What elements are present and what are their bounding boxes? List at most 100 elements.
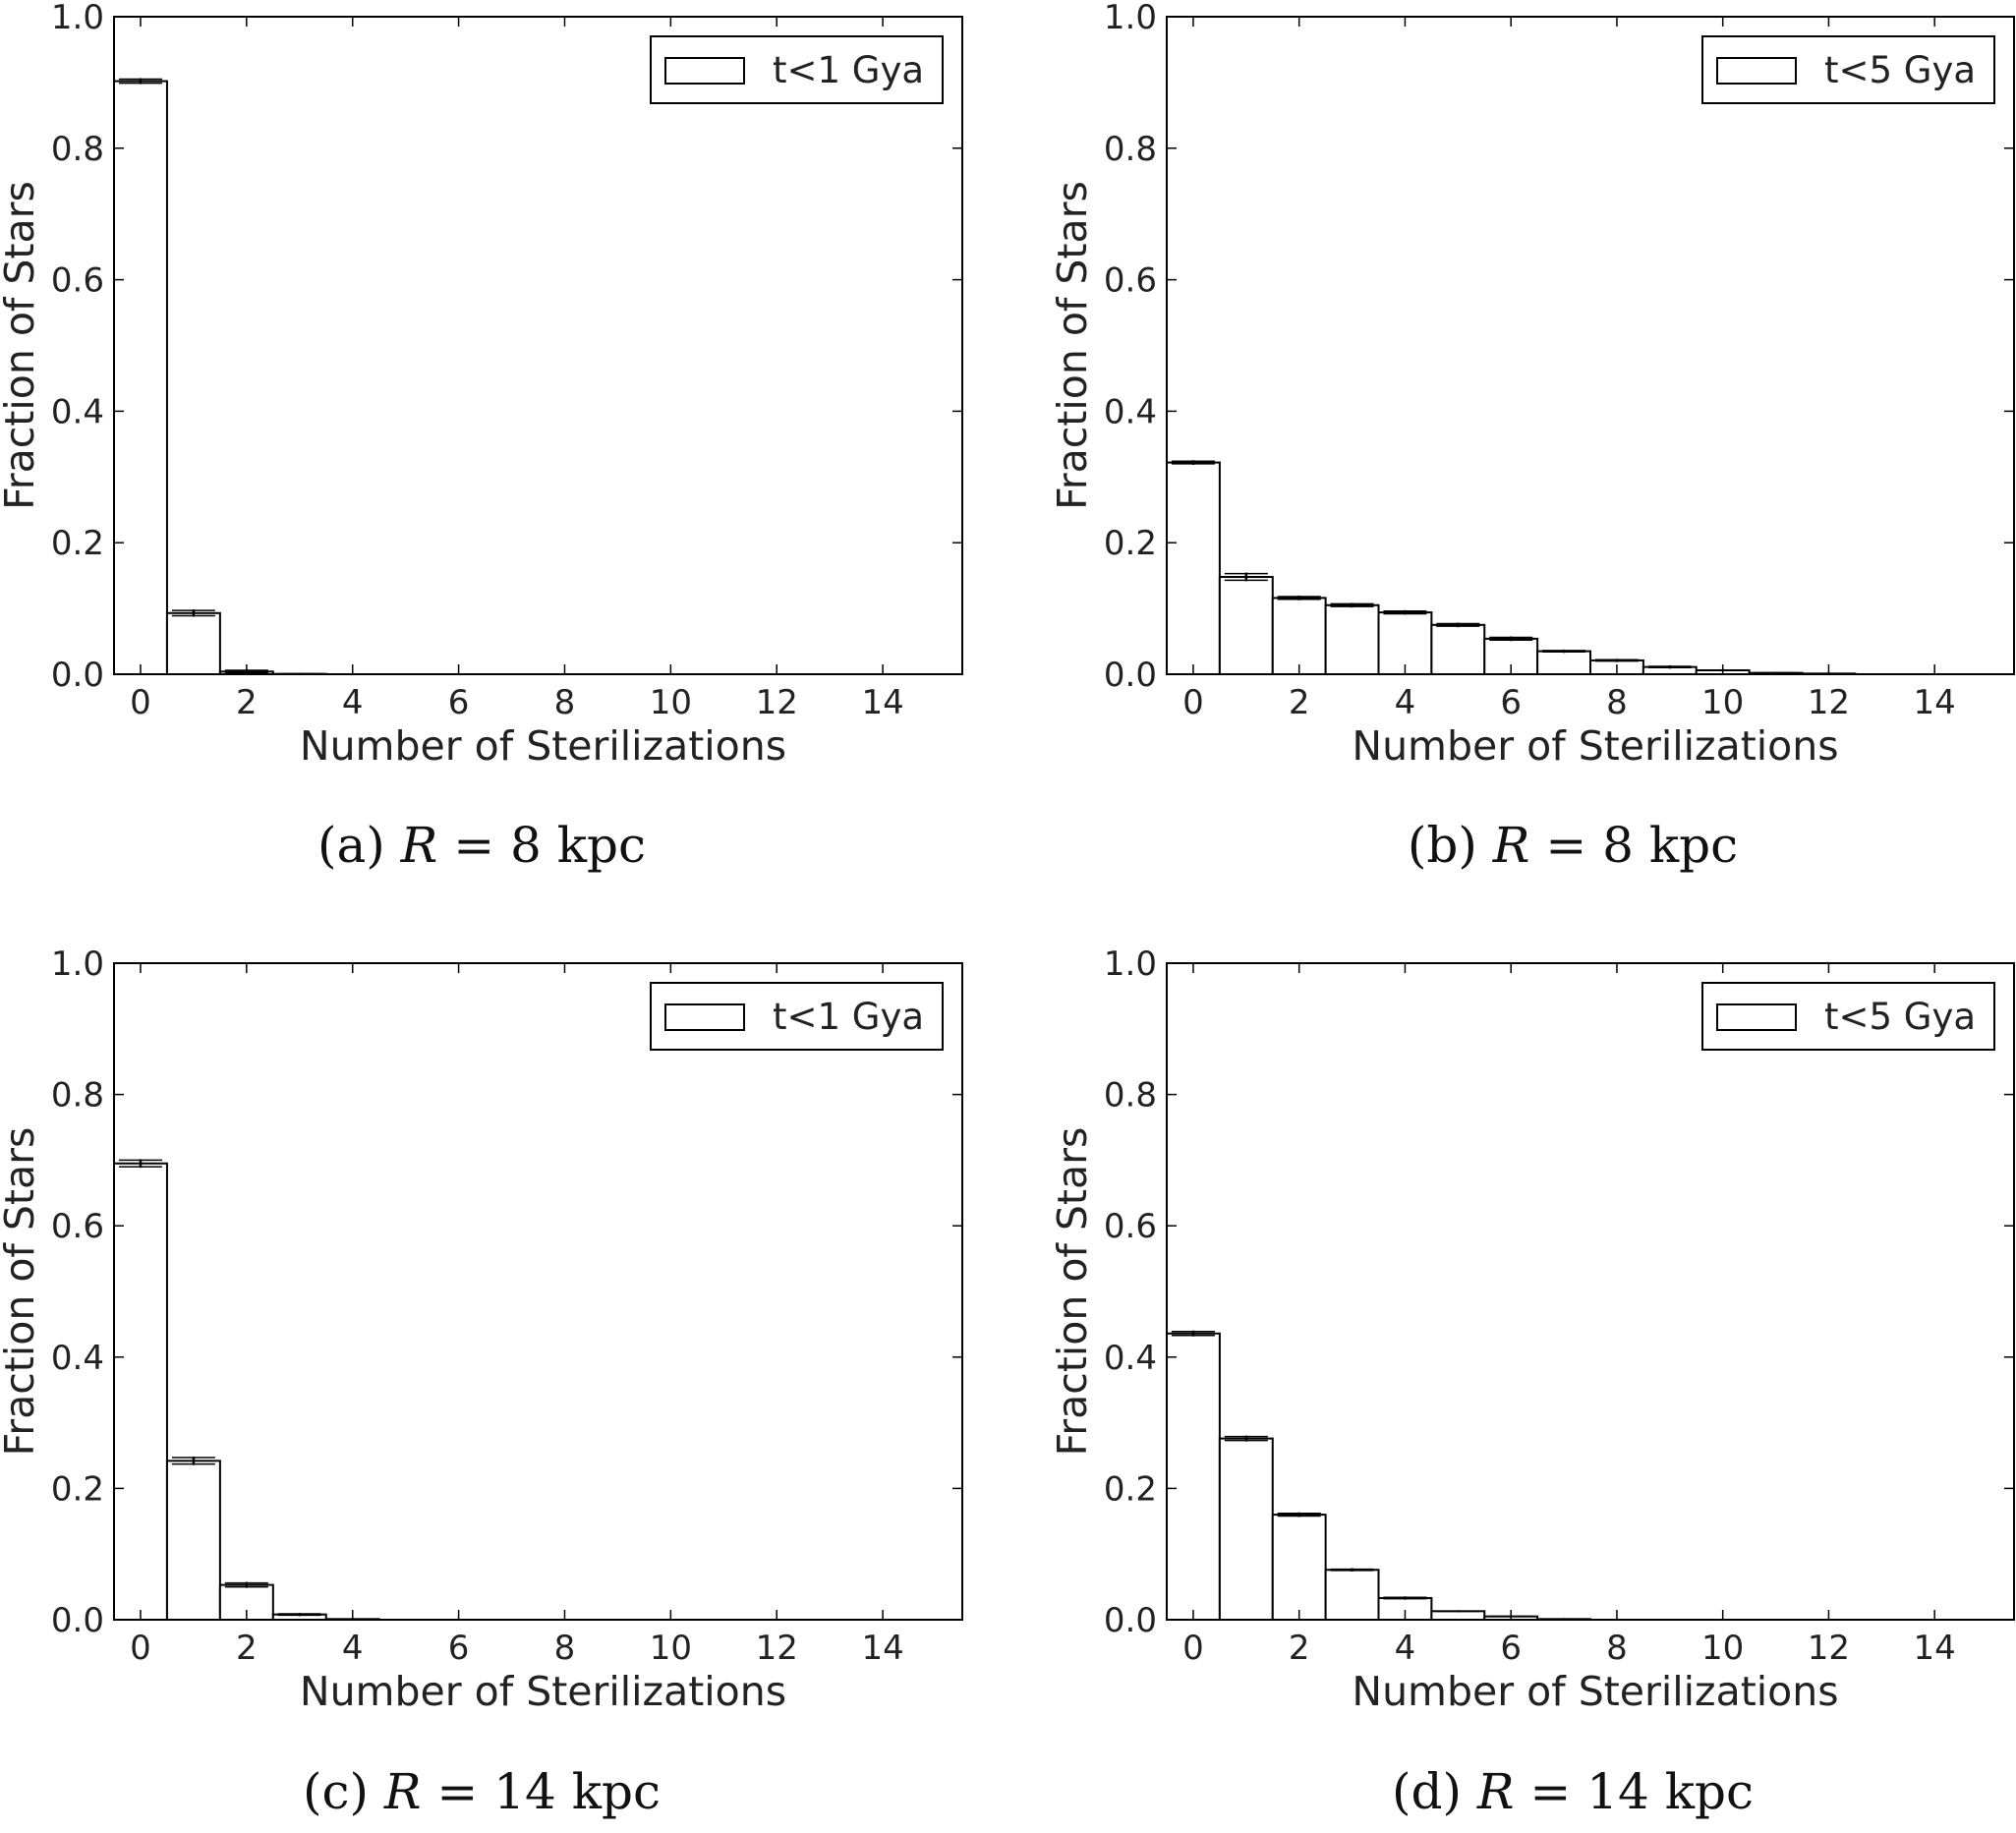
histogram-bar bbox=[1536, 650, 1591, 676]
caption-variable: R bbox=[1476, 1763, 1515, 1820]
plot-frame bbox=[113, 962, 963, 1621]
x-tick-label: 2 bbox=[1289, 1629, 1310, 1668]
legend-entry: t<5 Gya bbox=[1824, 996, 1976, 1038]
y-tick-label: 0.6 bbox=[51, 1207, 104, 1246]
y-tick-label: 1.0 bbox=[1104, 0, 1157, 37]
x-tick-label: 10 bbox=[1701, 683, 1744, 722]
legend-swatch bbox=[1716, 57, 1797, 85]
caption-label: (b) bbox=[1408, 817, 1493, 874]
histogram-bar bbox=[1166, 1332, 1221, 1621]
legend-swatch bbox=[664, 1003, 745, 1031]
histogram-bar bbox=[1218, 575, 1274, 675]
plot-frame bbox=[1166, 16, 2015, 675]
x-tick-label: 8 bbox=[554, 683, 576, 722]
y-tick-label: 1.0 bbox=[51, 945, 104, 984]
y-tick-label: 0.0 bbox=[51, 1601, 104, 1640]
x-tick-label: 8 bbox=[1606, 1629, 1628, 1668]
histogram-bar bbox=[1324, 1569, 1380, 1622]
x-tick-label: 6 bbox=[448, 1629, 470, 1668]
panel-b: 0 2 4 6 8 10 12 14 0.0 0.2 0.4 0.6 0.8 1.0 Number of S… bbox=[1049, 0, 2015, 874]
x-tick-label: 2 bbox=[1289, 683, 1310, 722]
y-tick-label: 0.6 bbox=[1104, 261, 1157, 301]
x-tick-label: 10 bbox=[650, 683, 692, 722]
plot-frame bbox=[1166, 962, 2015, 1621]
legend-entry: t<5 Gya bbox=[1824, 49, 1976, 91]
x-tick-label: 4 bbox=[1395, 1629, 1416, 1668]
y-axis-label: Fraction of Stars bbox=[1049, 181, 1096, 510]
legend-box bbox=[1701, 982, 1995, 1051]
x-tick-label: 2 bbox=[236, 683, 258, 722]
caption-label: (d) bbox=[1392, 1763, 1477, 1820]
y-tick-label: 0.2 bbox=[51, 524, 104, 563]
legend-entry: t<1 Gya bbox=[773, 996, 924, 1038]
x-tick-label: 0 bbox=[1182, 683, 1204, 722]
y-axis-label: Fraction of Stars bbox=[0, 1127, 43, 1457]
caption-value: = 8 kpc bbox=[437, 817, 646, 874]
x-tick-label: 0 bbox=[130, 683, 151, 722]
x-tick-label: 8 bbox=[1606, 683, 1628, 722]
subfigure-caption: (a) R = 8 kpc bbox=[317, 817, 646, 874]
x-tick-label: 14 bbox=[1914, 1629, 1956, 1668]
histogram-bar bbox=[165, 1460, 221, 1621]
x-axis-label: Number of Sterilizations bbox=[300, 1668, 786, 1715]
x-axis-label: Number of Sterilizations bbox=[1352, 722, 1838, 770]
caption-variable: R bbox=[1492, 817, 1530, 874]
y-tick-label: 0.6 bbox=[51, 261, 104, 301]
x-axis-label: Number of Sterilizations bbox=[1352, 1668, 1838, 1715]
histogram-bar bbox=[165, 611, 221, 676]
panel-d: 0 2 4 6 8 10 12 14 0.0 0.2 0.4 0.6 0.8 1.0 Number of S… bbox=[1049, 945, 2015, 1820]
panel-a: 0 2 4 6 8 10 12 14 0.0 0.2 0.4 0.6 0.8 1.0 Number of S… bbox=[0, 0, 963, 874]
x-tick-label: 14 bbox=[861, 1629, 903, 1668]
caption-value: = 14 kpc bbox=[422, 1763, 662, 1820]
y-tick-label: 0.0 bbox=[1104, 1601, 1157, 1640]
legend-swatch bbox=[1716, 1003, 1797, 1031]
subfigure-caption: (c) R = 14 kpc bbox=[303, 1763, 661, 1820]
y-tick-label: 0.8 bbox=[1104, 130, 1157, 169]
x-tick-label: 4 bbox=[342, 683, 364, 722]
histogram-bar bbox=[1324, 603, 1380, 676]
plot-frame bbox=[113, 16, 963, 675]
x-tick-label: 10 bbox=[1701, 1629, 1744, 1668]
histogram-bar bbox=[1271, 597, 1327, 675]
x-tick-label: 6 bbox=[1500, 683, 1522, 722]
x-tick-label: 12 bbox=[756, 683, 798, 722]
legend-swatch bbox=[664, 57, 745, 85]
histogram-bar bbox=[113, 80, 168, 675]
caption-label: (a) bbox=[317, 817, 401, 874]
x-tick-label: 12 bbox=[1808, 683, 1850, 722]
histogram-bar bbox=[1430, 623, 1486, 676]
x-tick-label: 12 bbox=[1808, 1629, 1850, 1668]
x-tick-label: 4 bbox=[342, 1629, 364, 1668]
y-tick-label: 0.0 bbox=[1104, 656, 1157, 695]
x-tick-label: 0 bbox=[130, 1629, 151, 1668]
y-tick-label: 1.0 bbox=[1104, 945, 1157, 984]
caption-value: = 14 kpc bbox=[1515, 1763, 1755, 1820]
x-tick-label: 10 bbox=[650, 1629, 692, 1668]
x-axis-label: Number of Sterilizations bbox=[300, 722, 786, 770]
caption-label: (c) bbox=[303, 1763, 384, 1820]
y-tick-label: 0.8 bbox=[1104, 1076, 1157, 1116]
caption-value: = 8 kpc bbox=[1529, 817, 1738, 874]
y-tick-label: 0.2 bbox=[1104, 1469, 1157, 1509]
legend-entry: t<1 Gya bbox=[773, 49, 924, 91]
x-tick-label: 6 bbox=[1500, 1629, 1522, 1668]
caption-variable: R bbox=[383, 1763, 422, 1820]
y-axis-label: Fraction of Stars bbox=[0, 181, 43, 510]
y-tick-label: 0.4 bbox=[1104, 1339, 1157, 1378]
y-tick-label: 0.2 bbox=[1104, 524, 1157, 563]
histogram-bar bbox=[1218, 1437, 1274, 1621]
x-tick-label: 6 bbox=[448, 683, 470, 722]
histogram-bar bbox=[1166, 461, 1221, 675]
x-tick-label: 14 bbox=[1914, 683, 1956, 722]
y-tick-label: 0.4 bbox=[51, 392, 104, 431]
x-tick-label: 2 bbox=[236, 1629, 258, 1668]
y-tick-label: 0.4 bbox=[51, 1339, 104, 1378]
y-tick-label: 0.4 bbox=[1104, 392, 1157, 431]
y-tick-label: 0.8 bbox=[51, 130, 104, 169]
panel-c: 0 2 4 6 8 10 12 14 0.0 0.2 0.4 0.6 0.8 1.0 Number of S… bbox=[0, 945, 963, 1820]
histogram-bar bbox=[1430, 1610, 1486, 1622]
y-tick-label: 1.0 bbox=[51, 0, 104, 37]
y-tick-label: 0.6 bbox=[1104, 1207, 1157, 1246]
subfigure-caption: (b) R = 8 kpc bbox=[1408, 817, 1738, 874]
